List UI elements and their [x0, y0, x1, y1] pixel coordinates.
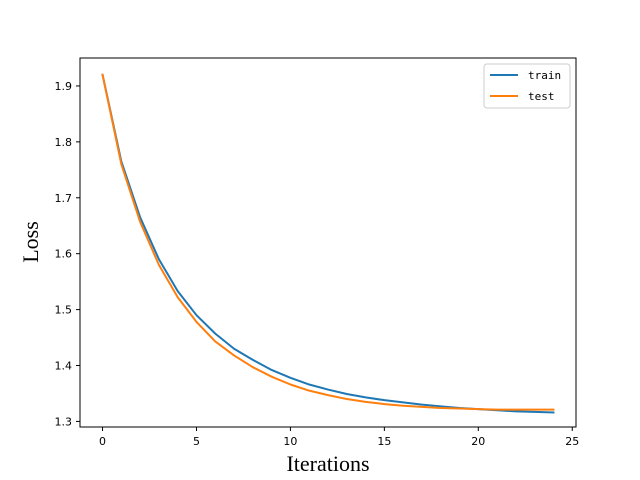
- y-tick-label: 1.5: [55, 304, 73, 317]
- y-tick-label: 1.7: [55, 192, 73, 205]
- y-tick-label: 1.9: [55, 80, 73, 93]
- x-tick-label: 10: [283, 435, 297, 448]
- x-tick-label: 20: [471, 435, 485, 448]
- series-layer: [101, 73, 555, 414]
- y-axis: 1.3 1.4 1.5 1.6 1.7 1.8 1.9: [55, 80, 80, 428]
- x-tick-label: 15: [377, 435, 391, 448]
- y-axis-label: Loss: [18, 221, 43, 263]
- legend-label-test: test: [528, 90, 555, 103]
- x-axis-label: Iterations: [286, 451, 369, 476]
- y-tick-label: 1.3: [55, 415, 73, 428]
- x-tick-label: 25: [565, 435, 579, 448]
- x-tick-label: 0: [99, 435, 106, 448]
- y-tick-label: 1.4: [55, 360, 73, 373]
- x-tick-label: 5: [193, 435, 200, 448]
- y-tick-label: 1.8: [55, 136, 73, 149]
- plot-area: [79, 57, 577, 428]
- legend: train test: [483, 63, 571, 109]
- series-line-test: [101, 73, 555, 411]
- legend-label-train: train: [528, 69, 561, 82]
- y-tick-label: 1.6: [55, 248, 73, 261]
- x-axis: 0 5 10 15 20 25: [99, 427, 579, 448]
